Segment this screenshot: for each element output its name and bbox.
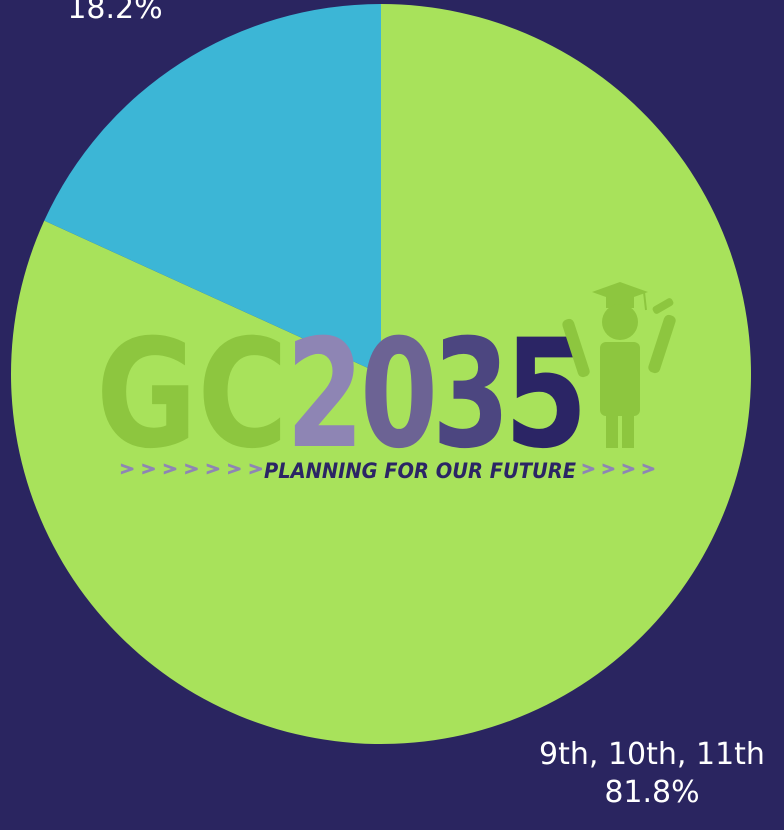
slice-category-9th-10th-11th: 9th, 10th, 11th — [539, 737, 765, 772]
logo-chevrons-right: ›››› — [578, 454, 658, 482]
pie-slices — [10, 4, 751, 745]
pie-slice-0 — [10, 4, 751, 745]
slice-label-other: 18.2% — [0, 0, 230, 28]
slice-value-9th-10th-11th: 81.8% — [604, 775, 700, 810]
slice-value-other: 18.2% — [67, 0, 163, 26]
logo-digit-3: 3 — [432, 308, 510, 482]
gc2035-logo: GC 2 0 3 5 ››››››› PLANNING FOR OUR FUTU… — [96, 282, 676, 483]
graduate-icon — [562, 282, 676, 448]
logo-digit-2: 2 — [286, 308, 364, 482]
logo-tagline: PLANNING FOR OUR FUTURE — [264, 459, 577, 483]
pie-slice-1 — [44, 4, 381, 374]
logo-chevrons-left: ››››››› — [116, 454, 266, 482]
logo-letters-gc: GC — [96, 308, 288, 482]
logo-digit-0: 0 — [360, 308, 438, 482]
slice-label-9th-10th-11th: 9th, 10th, 11th 81.8% — [520, 736, 784, 812]
